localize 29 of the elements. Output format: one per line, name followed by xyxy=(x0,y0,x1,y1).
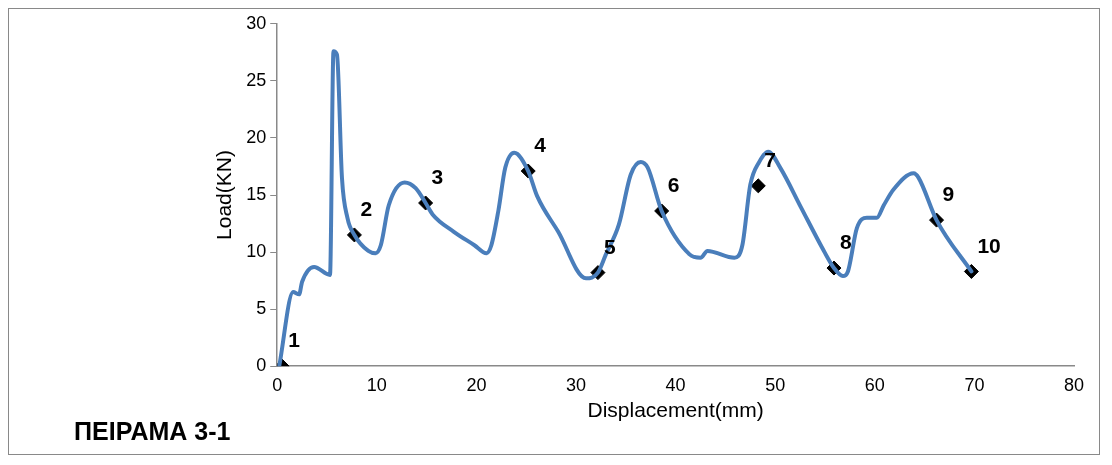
annotation: 6 xyxy=(667,173,680,197)
annotation: 10 xyxy=(977,233,1001,257)
x-axis-title: Displacement(mm) xyxy=(587,398,764,422)
y-tick-label: 0 xyxy=(256,355,267,376)
x-tick-label: 10 xyxy=(366,374,387,395)
x-tick-label: 60 xyxy=(864,374,885,395)
y-tick-label: 30 xyxy=(246,12,267,33)
annotation: 1 xyxy=(288,328,301,352)
y-tick-label: 15 xyxy=(246,183,267,204)
annotation: 9 xyxy=(942,182,955,206)
text: ΠΕΙΡΑΜΑ 3-1 xyxy=(74,417,231,446)
y-tick-label: 10 xyxy=(246,241,267,262)
point xyxy=(750,178,766,194)
annotation: 4 xyxy=(534,133,547,157)
annotation: 7 xyxy=(764,148,776,172)
x-tick-label: 70 xyxy=(964,374,985,395)
y-tick-label: 25 xyxy=(246,69,267,90)
annotation: 3 xyxy=(431,165,444,189)
x-tick-label: 50 xyxy=(765,374,786,395)
x-tick-label: 80 xyxy=(1063,374,1085,395)
x-tick-label: 30 xyxy=(566,374,587,395)
annotation: 2 xyxy=(360,197,373,221)
x-tick-label: 0 xyxy=(272,374,283,395)
x-tick-label: 20 xyxy=(466,374,487,395)
x-tick-label: 40 xyxy=(665,374,686,395)
y-axis-title: Load(KN) xyxy=(212,150,236,240)
annotation: 8 xyxy=(839,230,852,254)
y-tick-label: 5 xyxy=(256,298,267,319)
y-tick-label: 20 xyxy=(246,126,267,147)
